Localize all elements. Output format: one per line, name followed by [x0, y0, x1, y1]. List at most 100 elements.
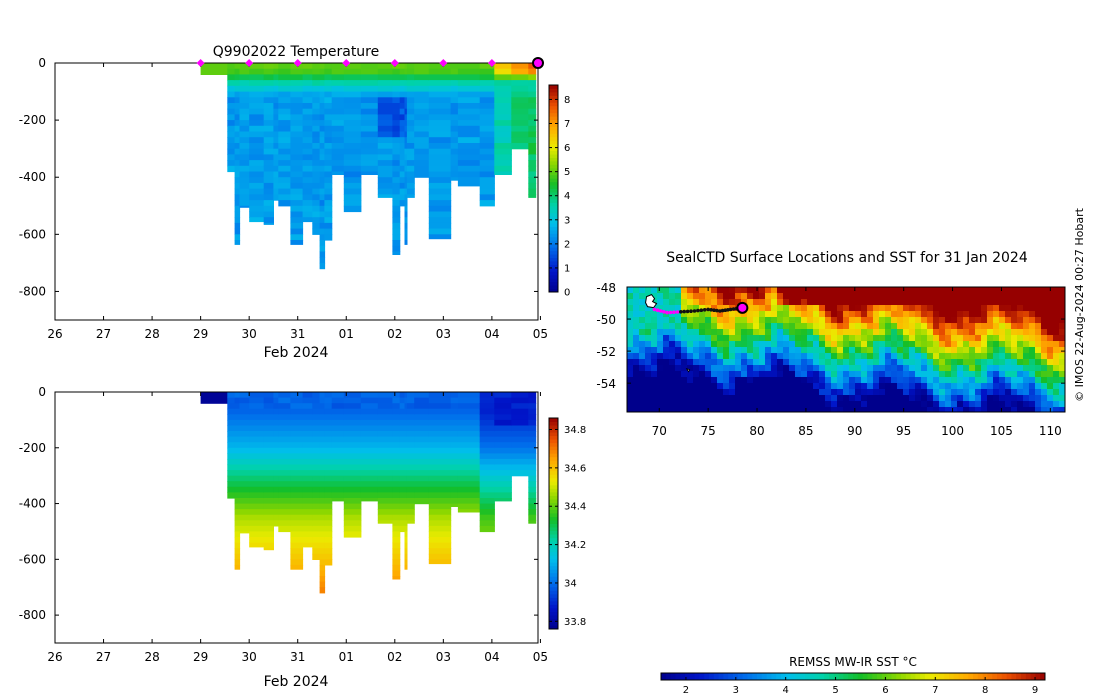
- section-cell: [273, 431, 279, 438]
- colorbar-tick-label: 2: [683, 685, 689, 696]
- sst-cell: [669, 299, 676, 306]
- sst-cell: [765, 395, 772, 402]
- section-cell: [249, 419, 265, 427]
- colorbar-segment: [549, 216, 558, 221]
- section-cell: [263, 414, 274, 421]
- sst-cell: [975, 377, 982, 384]
- sst-cell: [837, 359, 844, 366]
- colorbar-segment: [549, 150, 558, 155]
- sst-cell: [939, 395, 946, 402]
- section-cell: [319, 537, 326, 544]
- section-cell: [399, 91, 406, 98]
- section-cell: [278, 458, 291, 466]
- sst-cell: [993, 401, 1000, 408]
- sst-cell: [975, 299, 982, 306]
- x-tick-label: 85: [798, 424, 813, 438]
- section-cell: [404, 234, 408, 241]
- sst-cell: [921, 371, 928, 378]
- sst-cell: [705, 365, 712, 372]
- section-cell: [399, 182, 406, 190]
- sst-cell: [945, 377, 952, 384]
- section-cell: [324, 228, 333, 235]
- sst-cell: [873, 395, 880, 402]
- section-cell: [324, 481, 333, 488]
- section-cell: [290, 63, 304, 70]
- section-cell: [399, 470, 406, 477]
- sst-cell: [771, 395, 778, 402]
- section-cell: [234, 559, 241, 566]
- sst-cell: [705, 329, 712, 336]
- section-cell: [377, 80, 393, 87]
- section-cell: [312, 431, 321, 438]
- section-cell: [331, 486, 345, 493]
- sst-cell: [981, 377, 988, 384]
- section-cell: [278, 475, 291, 482]
- sst-cell: [741, 287, 748, 294]
- colorbar-segment: [549, 157, 558, 162]
- section-cell: [392, 165, 401, 173]
- section-cell: [360, 85, 379, 93]
- section-cell: [227, 419, 236, 427]
- section-cell: [343, 492, 362, 499]
- sst-cell: [951, 347, 958, 354]
- section-cell: [404, 403, 408, 410]
- sst-cell: [975, 341, 982, 348]
- section-cell: [263, 392, 274, 399]
- section-cell: [494, 160, 512, 167]
- section-cell: [249, 131, 265, 138]
- section-cell: [227, 486, 236, 493]
- x-tick-label: 31: [290, 327, 305, 341]
- sst-cell: [867, 317, 874, 324]
- sst-cell: [897, 365, 904, 372]
- section-cell: [319, 403, 326, 410]
- section-cell: [290, 188, 304, 195]
- sst-cell: [675, 353, 682, 360]
- section-cell: [414, 137, 430, 144]
- sst-cell: [747, 401, 754, 408]
- sst-cell: [1053, 335, 1060, 342]
- sst-cell: [699, 299, 706, 306]
- section-cell: [406, 165, 415, 173]
- sst-cell: [675, 401, 682, 408]
- section-cell: [450, 486, 459, 493]
- sst-cell: [987, 383, 994, 390]
- sst-cell: [717, 323, 724, 330]
- section-cell: [392, 436, 401, 443]
- sst-cell: [663, 299, 670, 306]
- colorbar-segment: [549, 551, 558, 556]
- sst-cell: [987, 341, 994, 348]
- sst-cell: [939, 407, 946, 413]
- section-cell: [331, 431, 345, 438]
- sst-cell: [657, 371, 664, 378]
- sst-cell: [969, 293, 976, 300]
- section-cell: [278, 481, 291, 488]
- sst-cell: [903, 359, 910, 366]
- colorbar-segment: [549, 593, 558, 598]
- section-cell: [494, 108, 512, 115]
- section-cell: [494, 137, 512, 144]
- section-cell: [324, 188, 333, 195]
- sst-cell: [753, 311, 760, 318]
- section-cell: [528, 154, 537, 161]
- sst-cell: [915, 395, 922, 402]
- track-point: [655, 308, 660, 313]
- sst-cell: [651, 287, 658, 294]
- sst-cell: [765, 353, 772, 360]
- sst-map-y-ticks: -48-50-52-54: [596, 281, 1065, 391]
- sst-cell: [921, 389, 928, 396]
- sst-cell: [663, 341, 670, 348]
- sst-cell: [849, 317, 856, 324]
- section-cell: [343, 419, 362, 427]
- section-cell: [319, 425, 326, 432]
- colorbar-segment: [838, 673, 844, 680]
- section-cell: [404, 498, 408, 505]
- sst-cell: [633, 293, 640, 300]
- section-cell: [302, 85, 313, 93]
- section-cell: [290, 125, 304, 133]
- sst-cell: [1035, 323, 1042, 330]
- sst-cell: [795, 287, 802, 294]
- sst-cell: [999, 377, 1006, 384]
- section-cell: [428, 217, 452, 224]
- sst-cell: [891, 401, 898, 408]
- section-cell: [302, 458, 313, 466]
